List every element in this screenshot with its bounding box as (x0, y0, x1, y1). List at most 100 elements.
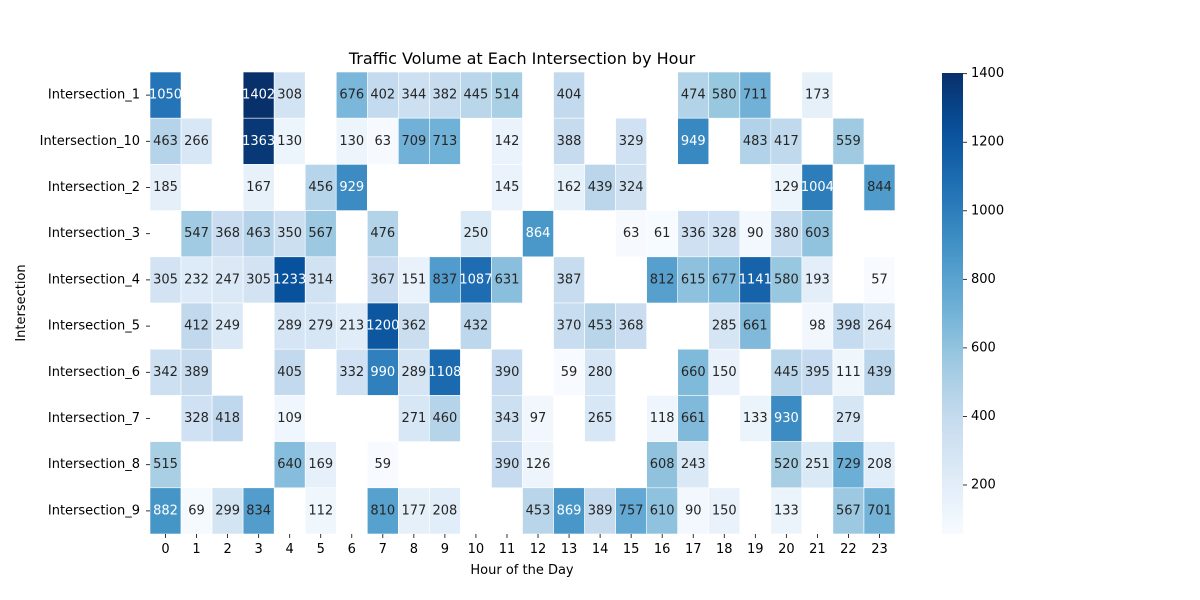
heatmap-cell (149, 164, 182, 211)
cell-value-label: 460 (432, 411, 457, 426)
cell-value-label: 417 (774, 134, 799, 149)
cell-value-label: 1108 (428, 365, 461, 380)
cell-value-label: 837 (432, 272, 457, 287)
cell-value-label: 280 (588, 365, 613, 380)
heatmap-cell (770, 117, 803, 165)
cell-value-label: 368 (215, 226, 240, 241)
cell-value-label: 213 (339, 319, 364, 334)
cell-value-label: 608 (650, 457, 675, 472)
cell-value-label: 1233 (273, 272, 306, 287)
cell-value-label: 249 (215, 319, 240, 334)
cell-value-label: 118 (650, 411, 675, 426)
cell-value-label: 126 (526, 457, 551, 472)
heatmap-cell (708, 256, 741, 304)
x-axis-ticks: 0 1 2 3 4 5 6 7 8 9 10 11 12 13 14 15 16 17 18 19 20 21 22 23 (161, 534, 888, 557)
cell-value-label: 387 (557, 272, 582, 287)
heatmap-cell (242, 117, 275, 165)
cell-value-label: 111 (836, 365, 861, 380)
heatmap-cell (832, 395, 865, 442)
heatmap-cell (801, 71, 834, 119)
heatmap-cell (615, 210, 647, 258)
heatmap-cell (335, 348, 368, 396)
cell-value-label: 453 (588, 319, 613, 334)
cell-value-label: 129 (774, 180, 799, 195)
x-axis-label: Hour of the Day (470, 563, 574, 578)
cell-value-label: 63 (375, 134, 392, 149)
cell-value-label: 445 (464, 88, 489, 103)
heatmap-cell (615, 302, 647, 350)
heatmap-cell (770, 348, 803, 396)
heatmap-cell (273, 441, 306, 489)
heatmap-cell (801, 210, 834, 258)
cell-value-label: 167 (246, 180, 271, 195)
cell-value-label: 162 (557, 180, 582, 195)
cell-value-label: 389 (184, 365, 209, 380)
heatmap-cell (242, 256, 275, 304)
heatmap-cell (211, 487, 244, 535)
heatmap-cell (429, 395, 461, 442)
cell-value-label: 208 (867, 457, 892, 472)
cell-value-label: 59 (561, 365, 578, 380)
cell-value-label: 388 (557, 134, 582, 149)
colorbar-tick-label: 600 (971, 340, 996, 355)
heatmap-cell (273, 117, 306, 165)
heatmap-cell (304, 210, 337, 258)
heatmap-cell (770, 441, 803, 489)
x-tick-label: 12 (530, 542, 547, 557)
cell-value-label: 445 (774, 365, 799, 380)
cell-value-label: 404 (557, 88, 582, 103)
heatmap-cell (180, 302, 213, 350)
cell-value-label: 328 (184, 411, 209, 426)
heatmap-cell (398, 395, 430, 442)
heatmap-cell (584, 395, 616, 442)
heatmap-cell (366, 117, 399, 165)
x-tick-label: 21 (809, 542, 826, 557)
heatmap-cell (553, 117, 585, 165)
cell-value-label: 109 (277, 411, 302, 426)
cell-value-label: 398 (836, 319, 861, 334)
cell-value-label: 169 (308, 457, 333, 472)
heatmap-cell (615, 164, 647, 211)
cell-value-label: 949 (681, 134, 706, 149)
heatmap-cell (739, 210, 772, 258)
cell-value-label: 930 (774, 411, 799, 426)
heatmap-cell (708, 71, 741, 119)
cell-value-label: 150 (712, 365, 737, 380)
cell-value-label: 1050 (149, 88, 182, 103)
cell-value-label: 314 (308, 272, 333, 287)
x-tick-label: 7 (379, 542, 387, 557)
cell-value-label: 640 (277, 457, 302, 472)
heatmap-cell (491, 256, 523, 304)
x-tick-label: 4 (286, 542, 294, 557)
cell-value-label: 757 (619, 503, 644, 518)
heatmap-cell (242, 487, 275, 535)
heatmap-cell (366, 441, 399, 489)
y-tick-label: Intersection_7 (48, 411, 140, 426)
cell-value-label: 929 (339, 180, 364, 195)
x-tick-label: 19 (747, 542, 764, 557)
heatmap-cell (491, 164, 523, 211)
heatmap-grid: 1050 1402 308 676 402 344 382 445 514 404 474 580 71… (149, 71, 896, 535)
cell-value-label: 382 (432, 88, 457, 103)
heatmap-cell (149, 441, 182, 489)
colorbar-tick-label: 1200 (971, 135, 1004, 150)
heatmap-cell (646, 441, 679, 489)
cell-value-label: 250 (464, 226, 489, 241)
x-tick-label: 16 (654, 542, 671, 557)
cell-value-label: 610 (650, 503, 675, 518)
heatmap-cell (522, 441, 554, 489)
cell-value-label: 709 (401, 134, 426, 149)
cell-value-label: 251 (805, 457, 830, 472)
heatmap-cell (832, 441, 865, 489)
cell-value-label: 603 (805, 226, 830, 241)
heatmap-cell (491, 348, 523, 396)
x-tick-label: 14 (592, 542, 609, 557)
y-tick-label: Intersection_5 (48, 319, 140, 334)
cell-value-label: 456 (308, 180, 333, 195)
cell-value-label: 380 (774, 226, 799, 241)
x-tick-label: 22 (840, 542, 857, 557)
cell-value-label: 264 (867, 319, 892, 334)
colorbar-tick-label: 200 (971, 477, 996, 492)
cell-value-label: 247 (215, 272, 240, 287)
heatmap-cell (832, 487, 865, 535)
